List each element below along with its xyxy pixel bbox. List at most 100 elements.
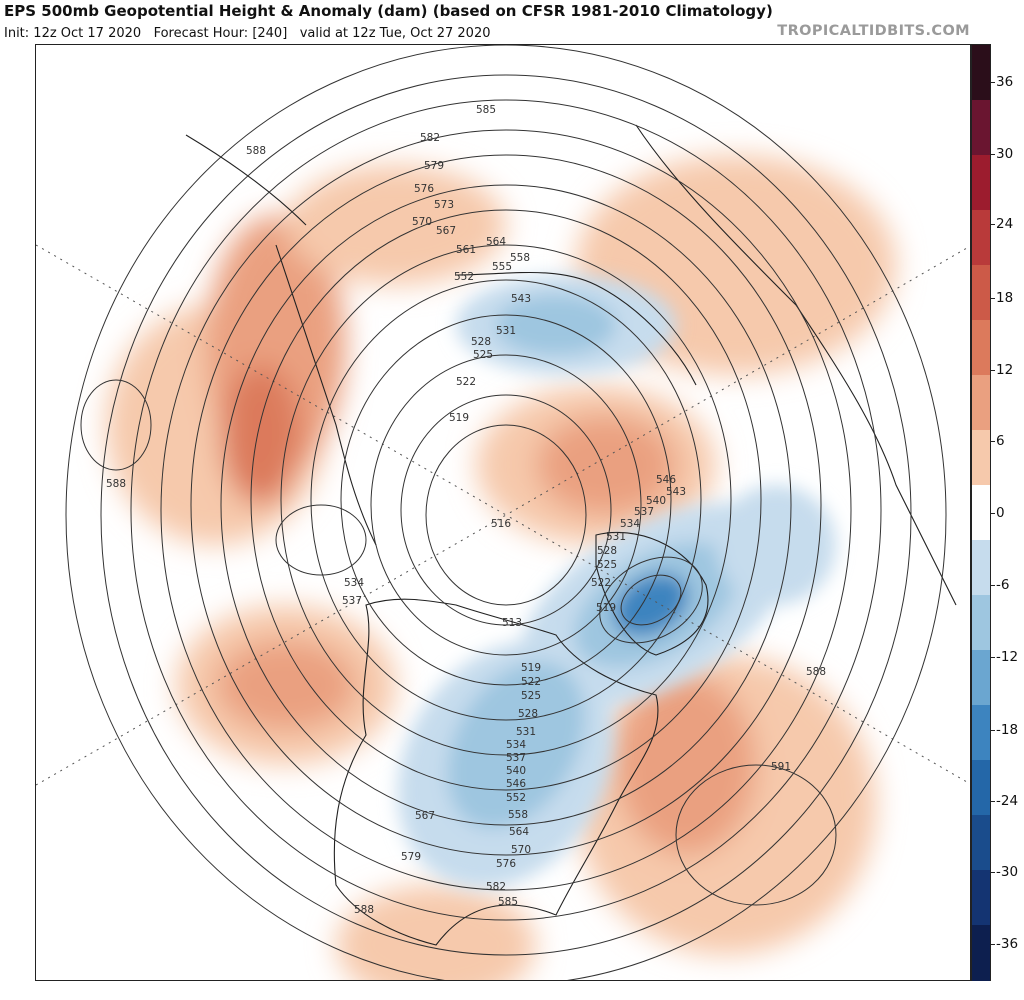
meridian-line: [505, 245, 970, 516]
colorbar-tick-label: 12: [996, 362, 1014, 378]
colorbar-tick-mark: [990, 585, 995, 586]
contour-label: 531: [516, 726, 536, 738]
contour-label: 522: [521, 676, 541, 688]
contour-label: 531: [606, 531, 626, 543]
init-time: Init: 12z Oct 17 2020: [4, 26, 142, 41]
contour-label: 564: [509, 826, 529, 838]
colorbar-segment: [972, 870, 990, 926]
colorbar-tick-mark: [990, 441, 995, 442]
contour-label: 582: [486, 881, 506, 893]
contour-label: 582: [420, 132, 440, 144]
colorbar-segment: [972, 925, 990, 981]
height-contour: [190, 154, 822, 856]
colorbar-segment: [972, 650, 990, 706]
height-contour: [250, 209, 762, 791]
colorbar-segment: [972, 540, 990, 596]
contour-label: 588: [106, 478, 126, 490]
negative-anomaly-layer: [397, 275, 836, 889]
contour-label: 576: [414, 183, 434, 195]
contour-label: 579: [424, 160, 444, 172]
contour-labels: 5855825885795765735705675645615585555525…: [106, 104, 826, 916]
height-contour: [340, 314, 672, 686]
contour-label: 543: [511, 293, 531, 305]
colorbar-segment: [972, 485, 990, 541]
chart-title: EPS 500mb Geopotential Height & Anomaly …: [4, 2, 773, 20]
contour-label: 537: [506, 752, 526, 764]
colorbar-tick-mark: [990, 224, 995, 225]
contour-label: 573: [434, 199, 454, 211]
contour-label: 534: [620, 518, 640, 530]
alaska-low-contour: [275, 504, 367, 576]
contour-label: 591: [771, 761, 791, 773]
contour-label: 519: [596, 602, 616, 614]
forecast-hour: Forecast Hour: [240]: [153, 26, 288, 41]
colorbar-segment: [972, 595, 990, 651]
colorbar-tick-mark: [990, 872, 995, 873]
height-contour: [65, 45, 947, 980]
colorbar-segment: [972, 760, 990, 816]
colorbar-tick-label: 36: [996, 74, 1014, 90]
contour-label: 564: [486, 236, 506, 248]
contour-label: 525: [597, 559, 617, 571]
colorbar-tick-mark: [990, 82, 995, 83]
height-contour: [100, 74, 912, 956]
contour-label: 558: [508, 809, 528, 821]
contour-label: 561: [456, 244, 476, 256]
contour-label: 588: [806, 666, 826, 678]
anomaly-canada-trough-core: [447, 661, 585, 829]
height-contour: [370, 354, 642, 656]
greenland-low-contour: [620, 574, 682, 626]
anomaly-colorbar: [971, 44, 991, 981]
height-contour: [310, 279, 702, 721]
contour-label: 519: [521, 662, 541, 674]
colorbar-tick-label: 24: [996, 216, 1014, 232]
height-contour: [425, 424, 587, 606]
anomaly-north-atlantic-core: [616, 675, 756, 855]
colorbar-tick-label: -24: [996, 793, 1019, 809]
colorbar-segment: [972, 705, 990, 761]
contour-label: 555: [492, 261, 512, 273]
valid-time: valid at 12z Tue, Oct 27 2020: [299, 26, 491, 41]
kamchatka-coast: [185, 134, 307, 226]
colorbar-tick-mark: [990, 154, 995, 155]
contour-label: 588: [354, 904, 374, 916]
site-watermark: TROPICALTIDBITS.COM: [777, 23, 970, 39]
colorbar-tick-label: 0: [996, 505, 1005, 521]
colorbar-tick-mark: [990, 801, 995, 802]
colorbar-tick-label: -36: [996, 936, 1019, 952]
contour-label: 576: [496, 858, 516, 870]
contour-label: 543: [666, 486, 686, 498]
alaska-coast: [275, 244, 377, 546]
colorbar-tick-mark: [990, 513, 995, 514]
colorbar-tick-label: -12: [996, 649, 1019, 665]
colorbar-segment: [972, 155, 990, 211]
colorbar-segment: [972, 375, 990, 431]
height-contour: [400, 394, 612, 626]
contour-label: 522: [456, 376, 476, 388]
height-contour: [130, 99, 882, 921]
contour-label: 540: [506, 765, 526, 777]
contour-label: 534: [344, 577, 364, 589]
anomaly-pacific-arc: [286, 165, 506, 285]
contour-label: 531: [496, 325, 516, 337]
height-contour: [160, 129, 852, 891]
colorbar-tick-label: 18: [996, 290, 1014, 306]
pacific-high-contour: [80, 379, 152, 471]
anomaly-north-pacific-core: [216, 640, 356, 730]
contour-label: 513: [502, 617, 522, 629]
contour-label: 546: [506, 778, 526, 790]
contour-label: 537: [634, 506, 654, 518]
colorbar-tick-label: -18: [996, 722, 1019, 738]
contour-label: 585: [498, 896, 518, 908]
anomaly-greenland-trough-core: [613, 573, 689, 637]
contour-label: 567: [415, 810, 435, 822]
contour-label: 579: [401, 851, 421, 863]
contour-label: 528: [597, 545, 617, 557]
colorbar-tick-mark: [990, 298, 995, 299]
colorbar-tick-label: 30: [996, 146, 1014, 162]
colorbar-tick-mark: [990, 730, 995, 731]
contour-label: 537: [342, 595, 362, 607]
colorbar-tick-mark: [990, 657, 995, 658]
colorbar-segment: [972, 430, 990, 486]
map-canvas: 5855825885795765735705675645615585555525…: [36, 45, 970, 980]
